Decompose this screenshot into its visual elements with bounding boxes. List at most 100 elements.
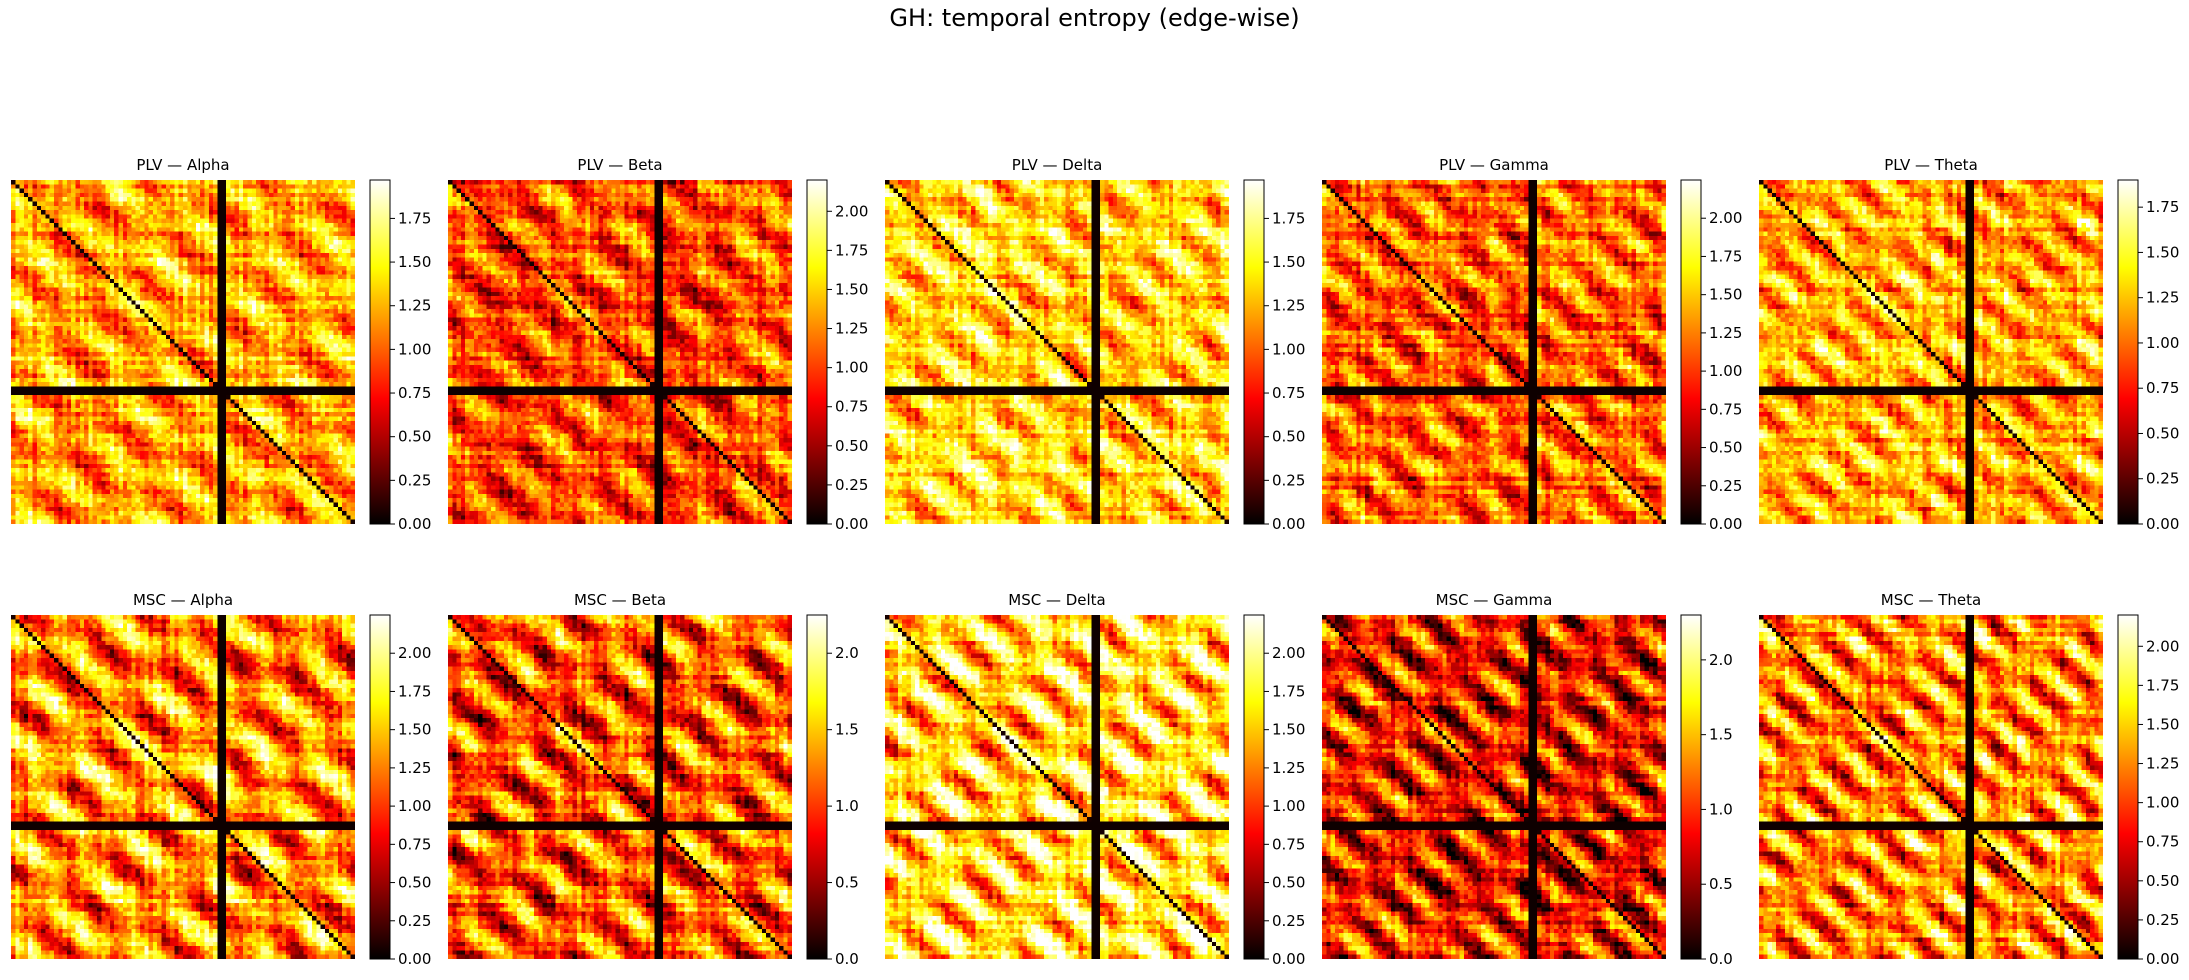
colorbar-tick-label: 0.00	[398, 950, 431, 968]
colorbar-tick-label: 0.75	[1709, 400, 1742, 418]
colorbar-tick-label: 1.25	[2146, 289, 2179, 307]
colorbar-tick-label: 2.00	[835, 202, 868, 220]
colorbar-tick-label: 1.75	[398, 209, 431, 227]
heatmap-matrix	[11, 615, 355, 959]
colorbar-tick-label: 2.00	[398, 644, 431, 662]
colorbar-tick-label: 1.00	[1272, 340, 1305, 358]
colorbar-tick-label: 1.75	[1709, 247, 1742, 265]
colorbar-tick-label: 0.75	[398, 835, 431, 853]
colorbar-gradient	[1680, 614, 1702, 960]
colorbar-tick-label: 2.0	[1709, 651, 1733, 669]
colorbar: 0.00 0.25 0.50 0.75 1.00 1.25 1.50 1.75 2.00	[2117, 614, 2179, 968]
colorbar-tick-label: 1.50	[2146, 243, 2179, 261]
heatmap-matrix	[1322, 615, 1666, 959]
colorbar-tick-label: 0.00	[835, 515, 868, 533]
panel-title: PLV — Gamma	[1439, 156, 1549, 174]
colorbar-tick-label: 1.25	[2146, 755, 2179, 773]
colorbar-tick-label: 1.25	[1709, 324, 1742, 342]
panel-title: PLV — Alpha	[136, 156, 230, 174]
colorbar: 0.00 0.25 0.50 0.75 1.00 1.25 1.50 1.75	[1243, 179, 1305, 533]
heatmap-matrix	[1759, 180, 2103, 524]
colorbar-tick-label: 1.50	[835, 280, 868, 298]
colorbar-tick-label: 0.00	[2146, 950, 2179, 968]
colorbar-tick-label: 1.25	[1272, 297, 1305, 315]
colorbar-gradient	[2117, 614, 2139, 960]
colorbar-gradient	[806, 614, 828, 960]
colorbar-tick-label: 0.75	[835, 398, 868, 416]
colorbar-tick-label: 1.50	[1272, 721, 1305, 739]
colorbar-tick-label: 1.50	[398, 721, 431, 739]
colorbar-tick-label: 1.50	[1272, 253, 1305, 271]
panel-title: PLV — Delta	[1011, 156, 1103, 174]
colorbar-tick-label: 0.25	[1272, 912, 1305, 930]
colorbar-tick-label: 1.5	[835, 721, 859, 739]
colorbar: 0.0 0.5 1.0 1.5 2.0	[806, 614, 859, 968]
colorbar-tick-label: 1.00	[398, 340, 431, 358]
colorbar-tick-label: 0.00	[1272, 950, 1305, 968]
colorbar-tick-label: 0.50	[2146, 424, 2179, 442]
panel-title: PLV — Beta	[577, 156, 663, 174]
colorbar-tick-label: 1.00	[398, 797, 431, 815]
colorbar-tick-label: 2.00	[1709, 209, 1742, 227]
colorbar-tick-label: 0.25	[2146, 911, 2179, 929]
colorbar-tick-label: 1.0	[1709, 800, 1733, 818]
colorbar-tick-label: 1.75	[1272, 682, 1305, 700]
colorbar-tick-label: 1.00	[2146, 334, 2179, 352]
panel-title: MSC — Beta	[573, 591, 667, 609]
colorbar-tick-label: 1.00	[835, 359, 868, 377]
colorbar-tick-label: 0.25	[835, 476, 868, 494]
heatmap-matrix	[885, 615, 1229, 959]
colorbar-gradient	[1680, 179, 1702, 525]
colorbar-tick-label: 0.00	[1272, 515, 1305, 533]
heatmap-matrix	[448, 180, 792, 524]
colorbar-tick-label: 0.50	[398, 874, 431, 892]
colorbar-tick-label: 0.25	[2146, 470, 2179, 488]
colorbar-tick-label: 0.00	[2146, 515, 2179, 533]
colorbar-tick-label: 1.25	[398, 759, 431, 777]
panel-title: PLV — Theta	[1884, 156, 1978, 174]
colorbar-tick-label: 1.75	[2146, 676, 2179, 694]
colorbar-tick-label: 0.50	[2146, 872, 2179, 890]
colorbar-tick-label: 2.00	[1272, 644, 1305, 662]
colorbar-tick-label: 0.25	[398, 471, 431, 489]
colorbar-tick-label: 1.25	[398, 297, 431, 315]
colorbar-tick-label: 0.0	[835, 950, 859, 968]
colorbar-tick-label: 1.25	[835, 320, 868, 338]
colorbar-tick-label: 1.00	[1272, 797, 1305, 815]
colorbar: 0.00 0.25 0.50 0.75 1.00 1.25 1.50 1.75 2.00	[806, 179, 868, 533]
colorbar: 0.00 0.25 0.50 0.75 1.00 1.25 1.50 1.75 2.00	[1243, 614, 1305, 968]
panel-title: MSC — Gamma	[1435, 591, 1553, 609]
colorbar-tick-label: 0.00	[1709, 515, 1742, 533]
colorbar-tick-label: 0.50	[1272, 428, 1305, 446]
colorbar: 0.00 0.25 0.50 0.75 1.00 1.25 1.50 1.75	[369, 179, 431, 533]
heatmap-matrix	[885, 180, 1229, 524]
colorbar-gradient	[2117, 179, 2139, 525]
colorbar-tick-label: 1.0	[835, 797, 859, 815]
colorbar-tick-label: 0.25	[1272, 471, 1305, 489]
colorbar-gradient	[806, 179, 828, 525]
colorbar-gradient	[369, 614, 391, 960]
colorbar: 0.00 0.25 0.50 0.75 1.00 1.25 1.50 1.75	[2117, 179, 2179, 533]
colorbar: 0.00 0.25 0.50 0.75 1.00 1.25 1.50 1.75 2.00	[369, 614, 431, 968]
colorbar: 0.00 0.25 0.50 0.75 1.00 1.25 1.50 1.75 2.00	[1680, 179, 1742, 533]
colorbar-tick-label: 1.00	[2146, 794, 2179, 812]
colorbar-tick-label: 0.50	[1709, 439, 1742, 457]
panel-title: MSC — Delta	[1008, 591, 1106, 609]
colorbar-tick-label: 2.00	[2146, 637, 2179, 655]
colorbar-tick-label: 0.5	[1709, 875, 1733, 893]
colorbar-gradient	[369, 179, 391, 525]
colorbar-tick-label: 0.75	[1272, 835, 1305, 853]
colorbar-tick-label: 0.75	[398, 384, 431, 402]
colorbar-tick-label: 0.75	[2146, 833, 2179, 851]
colorbar-tick-label: 1.50	[398, 253, 431, 271]
colorbar-tick-label: 1.00	[1709, 362, 1742, 380]
colorbar-gradient	[1243, 179, 1265, 525]
heatmap-matrix	[448, 615, 792, 959]
panel-title: MSC — Theta	[1880, 591, 1982, 609]
colorbar-tick-label: 1.25	[1272, 759, 1305, 777]
colorbar-tick-label: 0.00	[398, 515, 431, 533]
colorbar-tick-label: 1.5	[1709, 726, 1733, 744]
figure-title: GH: temporal entropy (edge-wise)	[889, 4, 1300, 32]
colorbar-tick-label: 0.75	[1272, 384, 1305, 402]
colorbar-tick-label: 1.75	[398, 682, 431, 700]
